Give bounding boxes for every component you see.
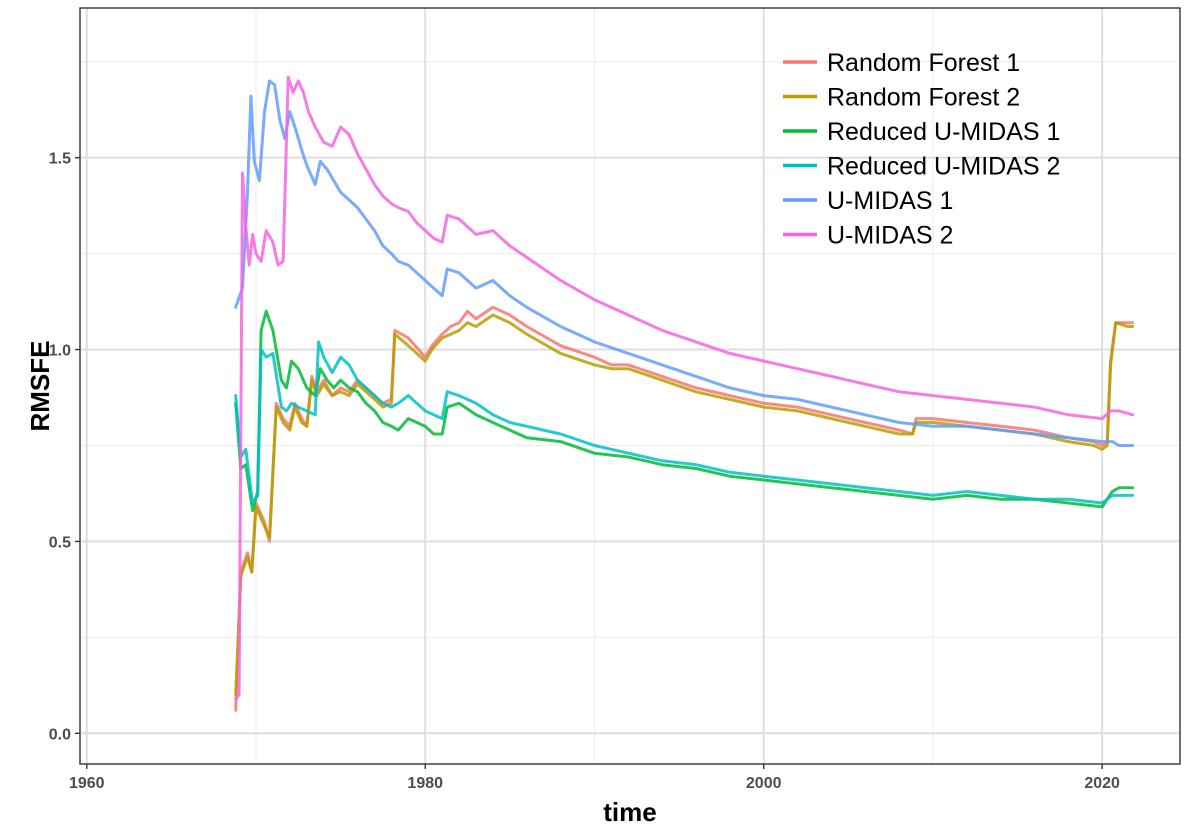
y-axis-title: RMSFE	[25, 341, 55, 432]
major-gridlines	[80, 8, 1180, 764]
series-lines	[234, 75, 1135, 712]
legend-label-random-forest-1: Random Forest 1	[827, 49, 1020, 77]
series-line-reduced-u-midas-1	[234, 309, 1135, 513]
x-tick-label: 2020	[1084, 775, 1120, 792]
series-line-reduced-u-midas-2	[234, 340, 1135, 505]
legend-label-u-midas-2: U-MIDAS 2	[827, 222, 953, 250]
legend: Random Forest 1 Random Forest 2 Reduced U-…	[783, 49, 1060, 250]
legend-label-reduced-u-midas-1: Reduced U-MIDAS 1	[827, 118, 1060, 146]
x-axis-title: time	[603, 797, 656, 827]
x-tick-label: 1960	[69, 775, 105, 792]
y-tick-label: 0.5	[49, 534, 71, 551]
legend-label-reduced-u-midas-2: Reduced U-MIDAS 2	[827, 153, 1060, 181]
x-axis-ticks: 1960 1980 2000 2020	[69, 764, 1120, 792]
y-tick-label: 0.0	[49, 726, 71, 743]
y-tick-label: 1.0	[49, 343, 71, 360]
series-line-u-midas-1	[234, 79, 1135, 447]
x-tick-label: 2000	[746, 775, 782, 792]
series-line-random-forest-1	[234, 305, 1135, 712]
legend-label-u-midas-1: U-MIDAS 1	[827, 187, 953, 215]
legend-label-random-forest-2: Random Forest 2	[827, 84, 1020, 112]
y-axis-ticks: 0.0 0.5 1.0 1.5	[49, 151, 80, 743]
plot-panel-border	[79, 7, 1181, 765]
x-tick-label: 1980	[407, 775, 443, 792]
series-line-u-midas-2	[234, 75, 1135, 701]
y-tick-label: 1.5	[49, 151, 71, 168]
